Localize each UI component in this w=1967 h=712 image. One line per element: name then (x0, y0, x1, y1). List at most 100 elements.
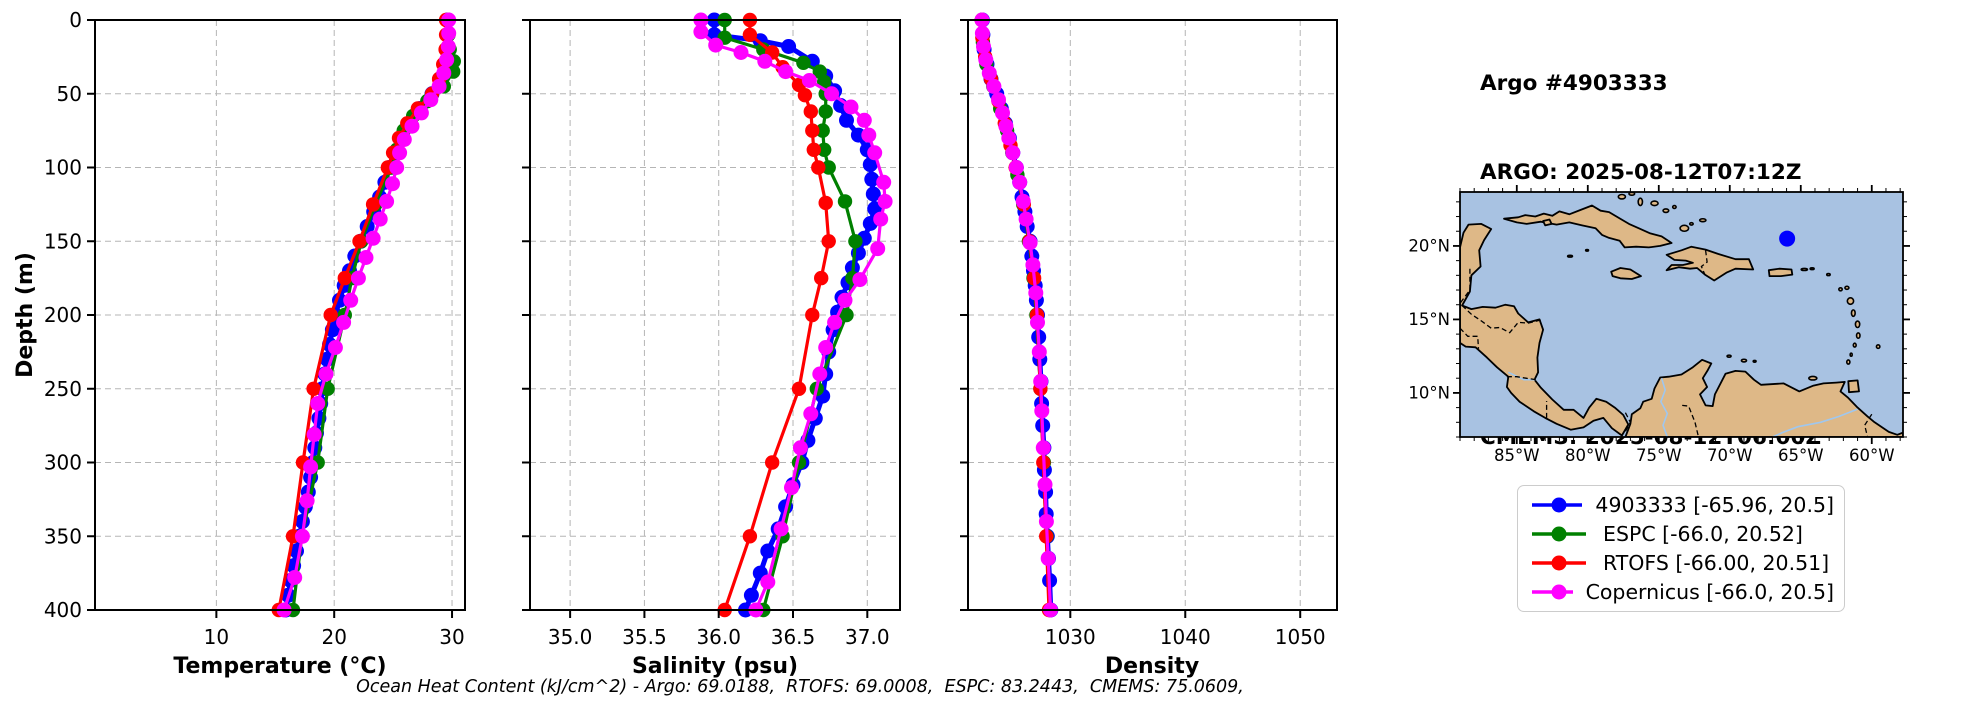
generated-map: 85°W 80°W 75°W 70°W 65°W 60°W 20°N 15°N 10°N (1408, 185, 1910, 465)
islet (1849, 352, 1853, 357)
y-ticks: 0 50 100 150 200 250 300 350 400 (44, 8, 95, 622)
legend-sample-argo-icon (1532, 497, 1583, 513)
map-lat-label: 15°N (1408, 310, 1450, 329)
y-tick-label: 150 (44, 229, 82, 253)
y-tick-label: 200 (44, 303, 82, 327)
legend-row-copernicus: Copernicus [-66.0, 20.5] (1528, 580, 1834, 604)
country-border (1682, 404, 1700, 437)
x-tick-label: 36.0 (696, 625, 741, 649)
islet (1838, 287, 1844, 292)
legend-label-copernicus: Copernicus [-66.0, 20.5] (1585, 579, 1834, 604)
legend-label-rtofs: RTOFS [-66.00, 20.51] (1603, 550, 1830, 575)
islet (1566, 254, 1574, 258)
density-panel: 1030 1040 1050 (960, 12, 1338, 649)
y-tick-label: 250 (44, 377, 82, 401)
country-border (1460, 327, 1480, 349)
landmass-isla-juventud (1542, 218, 1553, 227)
map-lon-label: 75°W (1636, 446, 1682, 465)
landmass-hispaniola (1665, 245, 1755, 282)
info-line-argo-id: Argo #4903333 (1480, 71, 1668, 96)
landmass-puerto-rico (1767, 267, 1794, 277)
legend-row-espc: ESPC [-66.0, 20.52] (1528, 522, 1834, 546)
country-border (1864, 413, 1873, 437)
legend-row-rtofs: RTOFS [-66.00, 20.51] (1528, 551, 1834, 575)
river (1507, 371, 1536, 381)
legend-row-argo: 4903333 [-65.96, 20.5] (1528, 493, 1834, 517)
y-tick-label: 0 (69, 8, 82, 32)
x-tick-label: 1040 (1160, 625, 1211, 649)
density-axis-label: Density (1105, 654, 1199, 679)
x-tick-label: 35.0 (548, 625, 593, 649)
islet (1650, 200, 1659, 207)
x-tick-label: 10 (204, 625, 229, 649)
legend-sample-espc-icon (1532, 526, 1586, 542)
islet (1852, 342, 1857, 348)
river (1772, 408, 1858, 437)
map-ticks (1453, 185, 1910, 444)
islet (1617, 193, 1627, 200)
x-tick-label: 30 (439, 625, 464, 649)
x-tick-label: 36.5 (771, 625, 816, 649)
map-frame (1459, 191, 1904, 438)
map-lat-label: 20°N (1408, 236, 1450, 255)
islet (1752, 359, 1757, 363)
landmass-jamaica (1610, 267, 1642, 280)
islet (1740, 358, 1748, 363)
islet (1809, 267, 1815, 271)
legend-label-espc: ESPC [-66.0, 20.52] (1603, 522, 1803, 547)
map-lon-label: 60°W (1849, 446, 1895, 465)
x-tick-label: 37.0 (845, 625, 890, 649)
depth-axis-label: Depth (m) (13, 252, 38, 378)
legend-sample-copernicus-icon (1532, 584, 1573, 600)
country-border (1506, 376, 1537, 381)
y-tick-label: 50 (57, 82, 82, 106)
islet (1637, 197, 1644, 207)
landmass-trinidad (1847, 379, 1860, 394)
islet (1726, 354, 1732, 358)
y-tick-label: 100 (44, 156, 82, 180)
islet (1584, 248, 1590, 252)
legend: 4903333 [-65.96, 20.5] ESPC [-66.0, 20.5… (1517, 485, 1845, 612)
islet (1844, 285, 1850, 291)
islet (1808, 375, 1818, 381)
landmass-cuba (1503, 204, 1673, 249)
map-lat-label: 10°N (1408, 383, 1450, 402)
islet (1850, 309, 1856, 318)
y-tick-label: 350 (44, 524, 82, 548)
map-lon-label: 65°W (1778, 446, 1824, 465)
islet (1688, 221, 1694, 226)
x-ticks: 10 20 30 (204, 610, 465, 649)
islet (1662, 208, 1670, 214)
location-map: 85°W 80°W 75°W 70°W 65°W 60°W 20°N 15°N 10°N (1408, 185, 1910, 465)
legend-label-argo: 4903333 [-65.96, 20.5] (1595, 493, 1834, 518)
country-border (1624, 412, 1632, 433)
x-tick-label: 20 (321, 625, 346, 649)
islet (1854, 320, 1861, 329)
country-border (1460, 268, 1471, 304)
salinity-panel: 35.0 35.5 36.0 36.5 37.0 (522, 12, 901, 649)
info-line-argo-time: ARGO: 2025-08-12T07:12Z (1480, 159, 1802, 185)
x-ticks: 35.0 35.5 36.0 36.5 37.0 (548, 610, 890, 649)
islet (1679, 224, 1690, 233)
islet (1846, 297, 1855, 306)
x-tick-label: 1030 (1045, 625, 1096, 649)
map-lon-label: 85°W (1494, 446, 1540, 465)
series-copernicus (276, 12, 457, 618)
map-lon-label: 70°W (1707, 446, 1753, 465)
country-border (1461, 305, 1544, 334)
islet (1671, 204, 1677, 210)
series-rtofs (717, 12, 836, 618)
islet (1698, 217, 1707, 223)
islet (1855, 332, 1861, 340)
islet (1845, 359, 1851, 365)
x-tick-label: 35.5 (622, 625, 667, 649)
map-lon-label: 80°W (1565, 446, 1611, 465)
y-tick-label: 300 (44, 451, 82, 475)
series-copernicus (693, 12, 893, 618)
river (1660, 377, 1669, 437)
x-tick-label: 1050 (1275, 625, 1326, 649)
